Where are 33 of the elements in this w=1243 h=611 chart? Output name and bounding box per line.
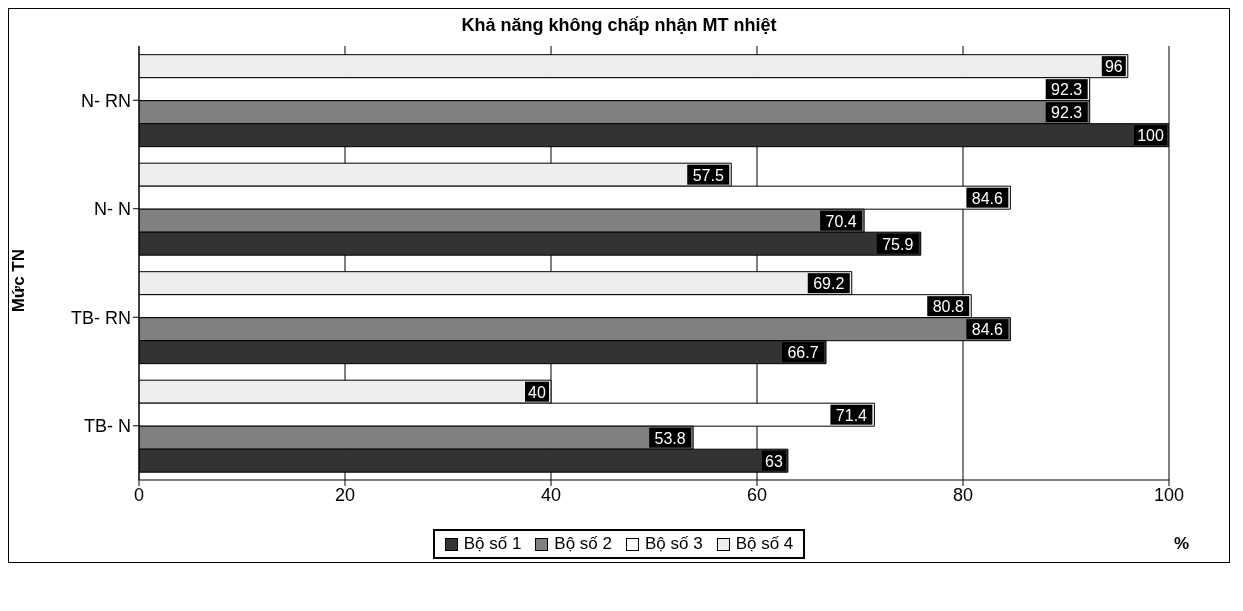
data-label: 75.9 [882,235,914,253]
y-tick-label: N- RN [81,90,131,111]
data-label: 66.7 [787,344,819,362]
legend-label: Bộ số 4 [734,534,794,554]
data-label: 63 [765,452,783,470]
x-tick-label: 100 [1153,484,1185,505]
data-label: 96 [1104,58,1123,76]
x-tick-label: 60 [746,484,768,505]
data-label: 92.3 [1051,81,1083,99]
data-label: 40 [528,383,546,401]
data-label: 53.8 [654,429,686,447]
data-label: 71.4 [835,406,868,424]
x-tick-label: 80 [952,484,974,505]
x-axis-title: % [1173,534,1189,554]
x-tick-label: 20 [334,484,356,505]
legend-label: Bộ số 2 [553,534,612,554]
data-label: 84.6 [971,189,1004,207]
data-label: 92.3 [1051,104,1083,122]
legend-label: Bộ số 3 [644,534,703,554]
x-tick-label: 40 [540,484,562,505]
data-label: 70.4 [825,212,857,230]
y-tick-label: N- N [94,199,131,220]
data-label: 84.6 [971,321,1004,339]
data-label: 57.5 [692,166,724,184]
y-tick-label: TB- RN [71,307,131,328]
x-tick-label: 0 [133,484,145,505]
legend-label: Bộ số 1 [462,534,522,554]
y-tick-label: TB- N [84,416,131,437]
data-label: 69.2 [813,275,845,293]
data-label: 100 [1137,127,1164,145]
chart-title: Khả năng không chấp nhận MT nhiệt [460,15,778,36]
y-axis-title: Mức TN [9,249,29,313]
data-label: 80.8 [932,298,964,316]
